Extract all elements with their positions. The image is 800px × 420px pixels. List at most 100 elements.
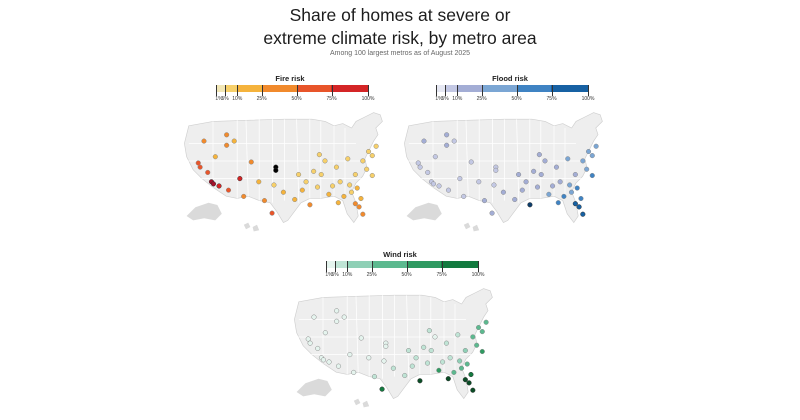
metro-point — [248, 159, 254, 165]
legend-tick — [457, 85, 459, 96]
metro-point — [479, 329, 485, 335]
metro-point — [369, 172, 375, 179]
hawaii-shape — [353, 398, 370, 408]
metro-point — [225, 187, 232, 193]
metro-point — [381, 358, 387, 364]
metro-point — [462, 377, 468, 383]
metro-point — [237, 176, 243, 182]
legend-labels: 1% 5% 10% 25% 50% 75% 100% — [325, 272, 484, 280]
legend-title: Fire risk — [275, 74, 305, 83]
metro-point — [205, 169, 211, 175]
metro-point — [322, 158, 328, 164]
legend-tick-label: 5% — [221, 96, 229, 102]
metro-point — [273, 167, 279, 173]
metro-point — [447, 355, 453, 361]
legend-tick-label: 50% — [291, 96, 302, 102]
legend-swatch — [481, 85, 517, 92]
hawaii-shape — [243, 222, 260, 232]
legend-ticks — [216, 85, 369, 96]
metro-point — [334, 308, 340, 314]
metro-point — [261, 198, 268, 204]
legend-swatch — [516, 85, 552, 92]
legend-tick — [331, 85, 333, 96]
legend-swatch — [261, 85, 297, 92]
metro-point — [330, 183, 336, 189]
metro-point — [224, 132, 230, 138]
metro-point — [493, 167, 499, 173]
legend-tick — [216, 85, 217, 96]
metro-point — [406, 347, 412, 354]
metro-point — [212, 154, 218, 160]
state-border — [465, 120, 469, 197]
metro-point — [468, 371, 474, 378]
metro-point — [216, 183, 222, 189]
legend-tick — [368, 85, 369, 96]
metro-point — [489, 210, 495, 216]
title-line-1: Share of homes at severe or — [289, 5, 511, 25]
metro-point — [390, 365, 396, 371]
metro-point — [256, 179, 262, 185]
metro-point — [576, 204, 582, 210]
legend-tick-label: 10% — [342, 272, 353, 278]
metro-point — [444, 132, 450, 138]
legend-tick-label: 100% — [471, 272, 485, 278]
metro-point — [479, 348, 485, 355]
metro-point — [468, 159, 474, 165]
metro-point — [580, 211, 586, 217]
metro-point — [461, 193, 467, 199]
legend-tick — [225, 85, 227, 96]
metro-point — [451, 369, 457, 375]
legend-title: Flood risk — [492, 74, 528, 83]
legend-ticks — [436, 85, 589, 96]
metro-point — [333, 164, 339, 170]
metro-point — [578, 195, 584, 202]
metro-point — [347, 182, 353, 188]
state-border — [296, 119, 300, 203]
metro-point — [311, 314, 317, 320]
legend-swatch — [237, 85, 262, 92]
metro-point — [347, 352, 353, 358]
metro-point — [491, 182, 497, 188]
us-map — [184, 112, 383, 232]
legend-tick — [445, 85, 447, 96]
metro-point — [432, 334, 438, 340]
metro-point — [197, 164, 203, 170]
metro-point — [546, 191, 552, 197]
legend-swatch — [326, 261, 336, 268]
legend-tick — [371, 261, 373, 272]
metro-point — [373, 143, 379, 149]
metro-point — [269, 210, 275, 216]
legend-tick — [261, 85, 263, 96]
metro-point — [432, 154, 438, 160]
metro-point — [443, 340, 449, 346]
legend-tick-label: 25% — [476, 96, 487, 102]
metro-point — [430, 181, 436, 187]
legend-labels: 1% 5% 10% 25% 50% 75% 100% — [215, 96, 374, 104]
legend-tick — [335, 261, 337, 272]
metro-point — [364, 166, 370, 172]
metro-point — [474, 342, 480, 348]
wind-risk-panel: Wind risk 1% 5% 10% 25% 50% 75% 100% — [290, 250, 510, 420]
legend-swatch — [347, 261, 372, 268]
metro-point — [296, 171, 302, 178]
flood-risk-panel: Flood risk 1% 5% 10% 25% 50% 75% 100% — [400, 74, 620, 244]
metro-point — [358, 195, 364, 202]
metro-point — [567, 182, 573, 188]
metro-point — [589, 172, 595, 179]
metro-point — [316, 152, 322, 158]
metro-point — [307, 202, 313, 208]
legend-tick-label: 25% — [256, 96, 267, 102]
alaska-shape — [186, 202, 222, 221]
metro-point — [352, 171, 358, 178]
metro-point — [314, 184, 321, 190]
metro-point — [534, 184, 541, 190]
legend-swatch — [441, 261, 478, 268]
state-border — [516, 119, 520, 203]
legend-tick — [436, 85, 437, 96]
legend-tick-label: 10% — [232, 96, 243, 102]
metro-point — [523, 179, 529, 185]
metro-point — [451, 138, 457, 144]
metro-point — [195, 160, 201, 166]
legend-swatch — [371, 261, 407, 268]
metro-point — [574, 185, 580, 191]
